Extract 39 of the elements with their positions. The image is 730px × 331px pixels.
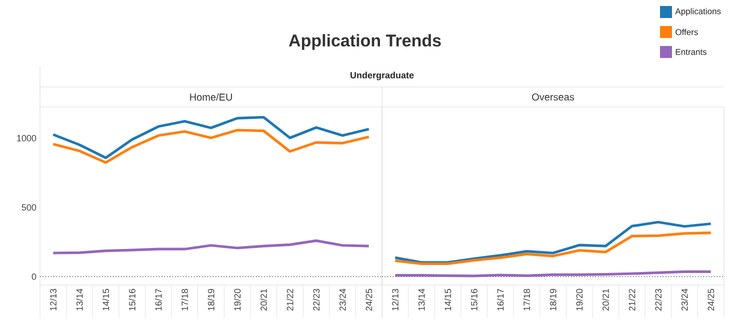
y-tick-label: 0 [32,273,36,280]
x-tick-label: 16/17 [497,288,504,310]
x-tick-label: 14/15 [102,288,110,310]
x-tick-label: 20/21 [602,288,609,311]
chart-subtitle: Home/EU [190,93,232,101]
x-tick-label: 17/18 [523,288,530,310]
legend-label: Offers [676,28,698,36]
x-tick-label: 19/20 [576,288,583,310]
x-tick-label: 23/24 [681,288,688,311]
x-tick-label: 12/13 [50,288,56,310]
x-tick-label: 13/14 [76,288,83,310]
legend-label: Applications [675,8,721,16]
chart-subtitle: Overseas [532,93,574,101]
legend-label: Entrants [676,49,707,55]
text: Undergraduate [350,72,414,80]
line-series [52,239,370,254]
x-tick-label: 13/14 [418,288,425,310]
line-series [52,128,370,164]
x-tick-label: 18/19 [550,288,556,310]
line-series [52,116,370,160]
x-tick-label: 14/15 [444,288,452,310]
x-tick-label: 24/25 [366,288,372,311]
x-tick-label: 24/25 [708,288,714,311]
y-tick-label: 500 [22,204,36,211]
x-tick-label: 18/19 [208,288,214,310]
x-tick-label: 22/23 [312,288,320,311]
x-tick-label: 16/17 [155,288,162,310]
x-tick-label: 22/23 [654,288,662,311]
chart-title: Application Trends [288,34,441,50]
x-tick-label: 21/22 [628,288,636,311]
x-tick-label: 17/18 [181,288,188,310]
x-tick-label: 15/16 [470,288,478,310]
x-tick-label: 12/13 [392,288,398,310]
x-tick-label: 15/16 [128,288,136,310]
y-tick-label: 1000 [17,134,36,142]
x-tick-label: 19/20 [234,288,241,310]
x-tick-label: 20/21 [260,288,267,311]
x-tick-label: 21/22 [286,288,294,311]
x-tick-label: 23/24 [339,288,346,311]
